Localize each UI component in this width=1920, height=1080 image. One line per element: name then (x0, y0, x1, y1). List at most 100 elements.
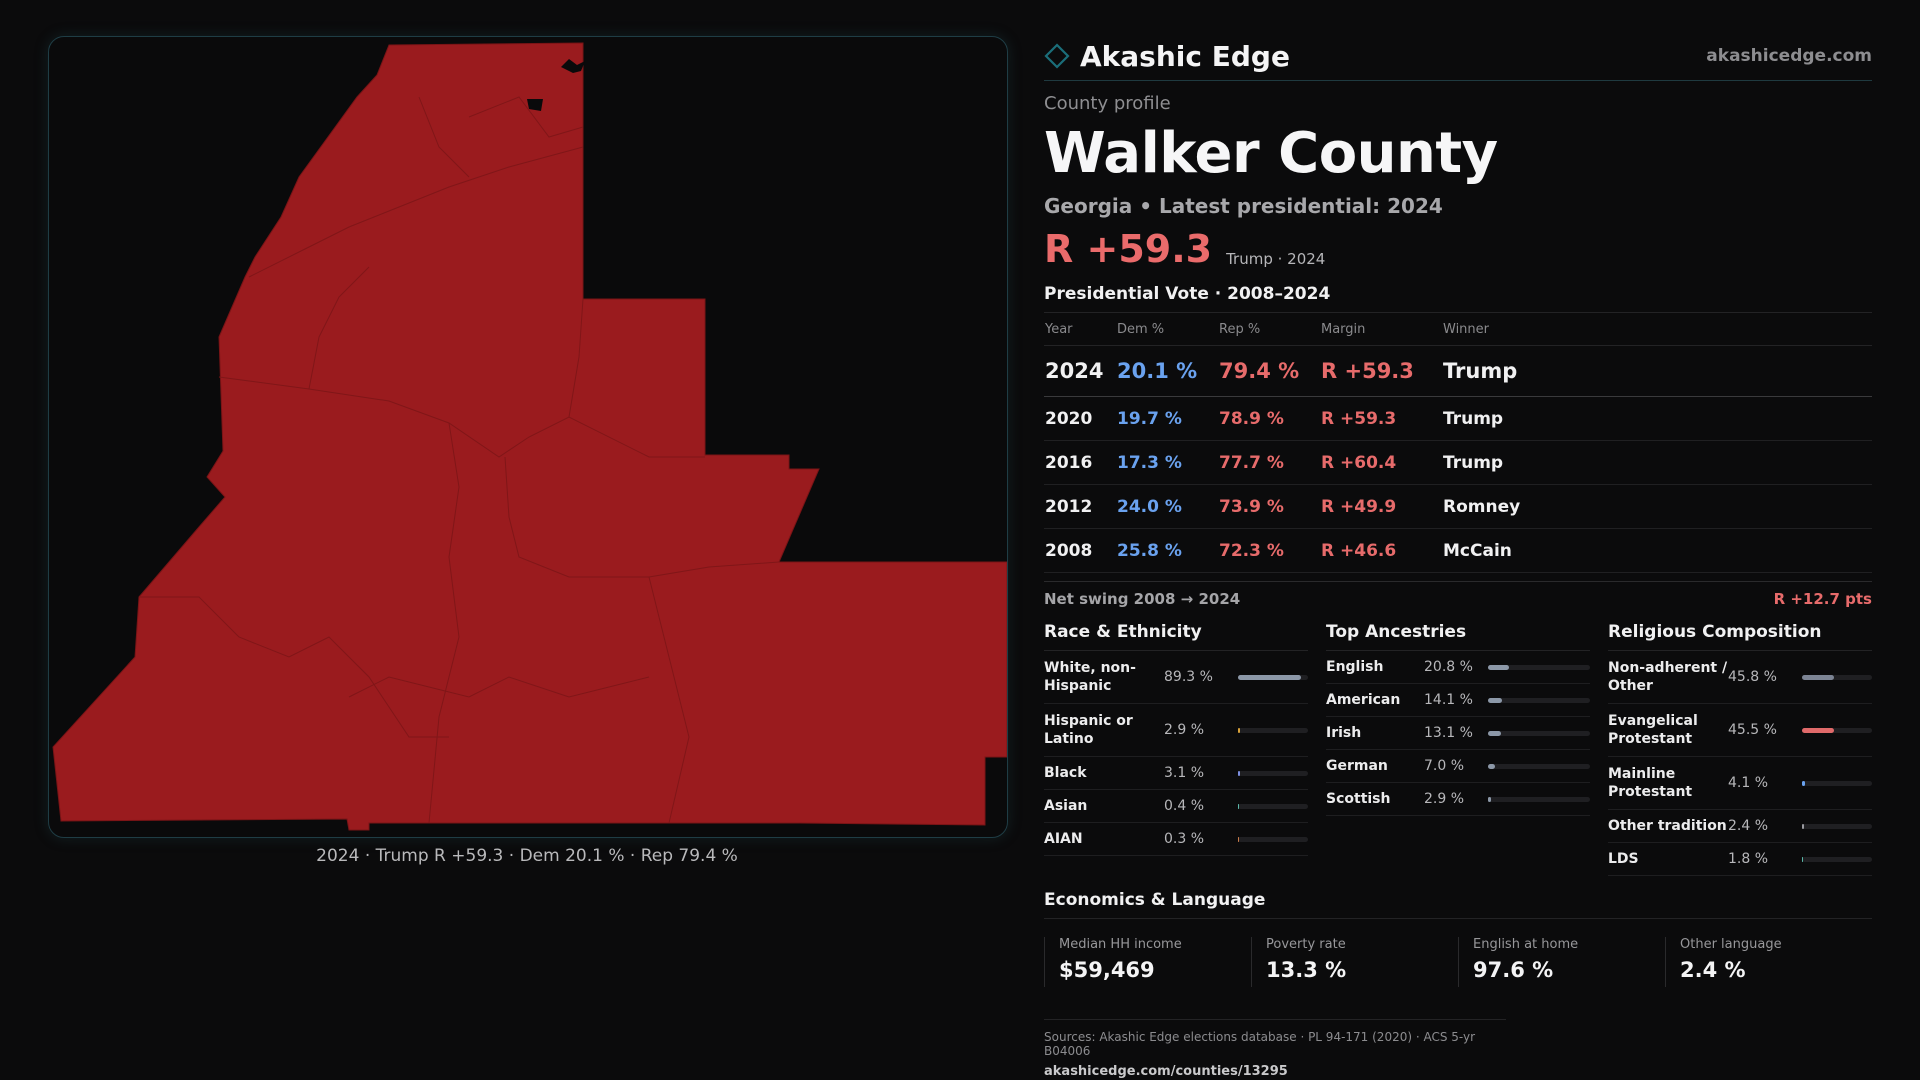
item-percent: 7.0 % (1424, 758, 1465, 774)
item-name: Other tradition (1608, 818, 1727, 834)
page-url-link[interactable]: akashicedge.com/counties/13295 (1044, 1064, 1288, 1079)
stat-label: Other language (1680, 937, 1782, 952)
list-item: AIAN 0.3 % (1044, 823, 1308, 856)
share-bar-fill (1802, 727, 1834, 733)
table-row: 2020 19.7 % 78.9 % R +59.3 Trump (1044, 396, 1872, 441)
table-row: 2012 24.0 % 73.9 % R +49.9 Romney (1044, 484, 1872, 529)
sources: Sources: Akashic Edge elections database… (1044, 1030, 1476, 1058)
cell-year: 2012 (1044, 484, 1116, 529)
share-bar (1238, 674, 1308, 680)
list-item: Evangelical Protestant 45.5 % (1608, 704, 1872, 757)
district-boundaries (139, 96, 780, 824)
cell-margin: R +59.3 (1320, 345, 1442, 397)
item-name: Irish (1326, 725, 1362, 741)
share-bar (1802, 856, 1872, 862)
share-bar (1488, 730, 1590, 736)
water-feature (527, 59, 585, 111)
share-bar-fill (1238, 674, 1301, 680)
item-percent: 0.4 % (1164, 798, 1205, 814)
cell-dem: 17.3 % (1116, 440, 1218, 485)
list-item: English 20.8 % (1326, 651, 1590, 684)
race-title: Race & Ethnicity (1044, 622, 1308, 651)
item-percent: 14.1 % (1424, 692, 1473, 708)
stat-income: Median HH income $59,469 (1044, 937, 1237, 987)
eyebrow: County profile (1044, 93, 1171, 114)
share-bar-fill (1488, 697, 1503, 703)
share-bar (1488, 697, 1590, 703)
page-title: Walker County (1044, 121, 1498, 186)
item-name: Black (1044, 765, 1087, 781)
list-item: LDS 1.8 % (1608, 843, 1872, 876)
table-row: 2008 25.8 % 72.3 % R +46.6 McCain (1044, 528, 1872, 573)
stat-value: 13.3 % (1266, 958, 1347, 982)
cell-rep: 79.4 % (1218, 345, 1320, 397)
share-bar-fill (1488, 664, 1510, 670)
share-bar (1802, 727, 1872, 733)
race-section: Race & Ethnicity White, non-Hispanic 89.3… (1044, 622, 1308, 876)
county-map-svg (52, 42, 1007, 831)
item-percent: 45.5 % (1728, 722, 1777, 738)
list-item: Asian 0.4 % (1044, 790, 1308, 823)
stat-label: English at home (1473, 937, 1579, 952)
economics-title: Economics & Language (1044, 890, 1872, 919)
item-percent: 1.8 % (1728, 851, 1769, 867)
share-bar-fill (1488, 763, 1496, 769)
cell-dem: 20.1 % (1116, 345, 1218, 397)
ancestry-title: Top Ancestries (1326, 622, 1590, 651)
cell-year: 2024 (1044, 345, 1116, 397)
share-bar-fill (1802, 856, 1804, 862)
ancestry-section: Top Ancestries English 20.8 % American 14.1… (1326, 622, 1590, 876)
item-percent: 45.8 % (1728, 669, 1777, 685)
item-name: White, non-Hispanic (1044, 660, 1136, 694)
list-item: German 7.0 % (1326, 750, 1590, 783)
item-name: Hispanic or Latino (1044, 713, 1133, 747)
cell-winner: Romney (1442, 484, 1872, 529)
table-row: 2024 20.1 % 79.4 % R +59.3 Trump (1044, 345, 1872, 397)
item-percent: 4.1 % (1728, 775, 1769, 791)
county-subtitle: Georgia • Latest presidential: 2024 (1044, 194, 1443, 218)
diamond-logo-icon (1044, 43, 1070, 69)
share-bar-fill (1238, 836, 1239, 842)
headline-margin: R +59.3 Trump · 2024 (1044, 228, 1872, 270)
map-caption: 2024 · Trump R +59.3 · Dem 20.1 % · Rep … (316, 846, 738, 866)
stat-value: $59,469 (1059, 958, 1155, 982)
swing-label: Net swing 2008 → 2024 (1044, 590, 1241, 608)
swing-value: R +12.7 pts (1773, 590, 1872, 608)
list-item: American 14.1 % (1326, 684, 1590, 717)
cell-winner: Trump (1442, 345, 1872, 397)
share-bar (1488, 664, 1590, 670)
county-map[interactable] (48, 36, 1008, 838)
cell-margin: R +49.9 (1320, 484, 1442, 529)
list-item: Mainline Protestant 4.1 % (1608, 757, 1872, 810)
site-link[interactable]: akashicedge.com (1706, 46, 1872, 66)
list-item: Black 3.1 % (1044, 757, 1308, 790)
item-percent: 0.3 % (1164, 831, 1205, 847)
cell-dem: 24.0 % (1116, 484, 1218, 529)
item-name: German (1326, 758, 1388, 774)
list-item: Hispanic or Latino 2.9 % (1044, 704, 1308, 757)
cell-rep: 77.7 % (1218, 440, 1320, 485)
header-winner: Winner (1442, 312, 1872, 346)
cell-margin: R +60.4 (1320, 440, 1442, 485)
share-bar-fill (1488, 730, 1502, 736)
share-bar-fill (1802, 780, 1805, 786)
cell-margin: R +59.3 (1320, 396, 1442, 441)
item-percent: 20.8 % (1424, 659, 1473, 675)
share-bar (1802, 780, 1872, 786)
share-bar (1488, 763, 1590, 769)
list-item: White, non-Hispanic 89.3 % (1044, 651, 1308, 704)
item-percent: 2.9 % (1424, 791, 1465, 807)
stat-poverty: Poverty rate 13.3 % (1251, 937, 1444, 987)
header-dem: Dem % (1116, 312, 1218, 346)
brand[interactable]: Akashic Edge (1044, 40, 1290, 73)
cell-margin: R +46.6 (1320, 528, 1442, 573)
stat-label: Poverty rate (1266, 937, 1346, 952)
table-row: 2016 17.3 % 77.7 % R +60.4 Trump (1044, 440, 1872, 485)
cell-winner: McCain (1442, 528, 1872, 573)
list-item: Scottish 2.9 % (1326, 783, 1590, 816)
share-bar (1802, 823, 1872, 829)
share-bar (1488, 796, 1590, 802)
share-bar (1238, 727, 1308, 733)
item-percent: 89.3 % (1164, 669, 1213, 685)
item-name: English (1326, 659, 1384, 675)
